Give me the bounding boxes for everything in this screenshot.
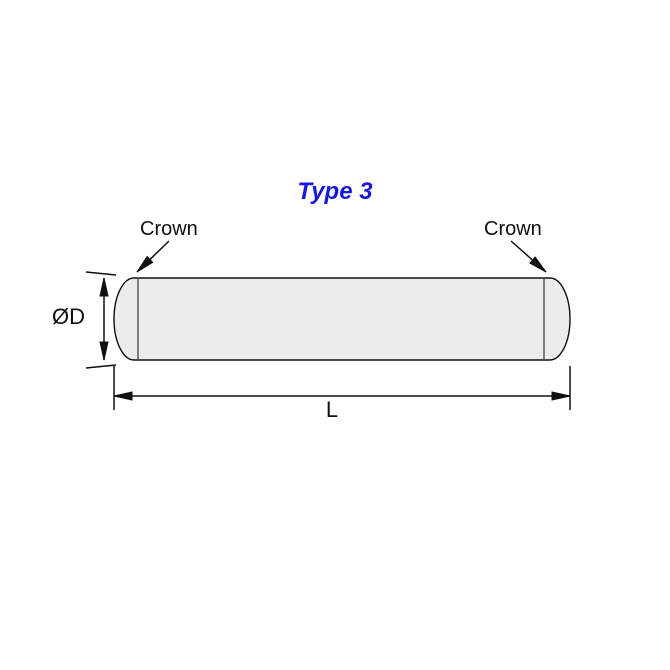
pin-body — [114, 278, 570, 360]
diameter-label: ØD — [52, 304, 85, 329]
diameter-ext-bot — [86, 365, 116, 368]
length-label: L — [326, 397, 338, 422]
diameter-ext-top — [86, 272, 116, 275]
diagram-container: Type 3 Crown Crown ØDL — [0, 0, 670, 670]
technical-drawing: ØD L — [0, 0, 670, 670]
